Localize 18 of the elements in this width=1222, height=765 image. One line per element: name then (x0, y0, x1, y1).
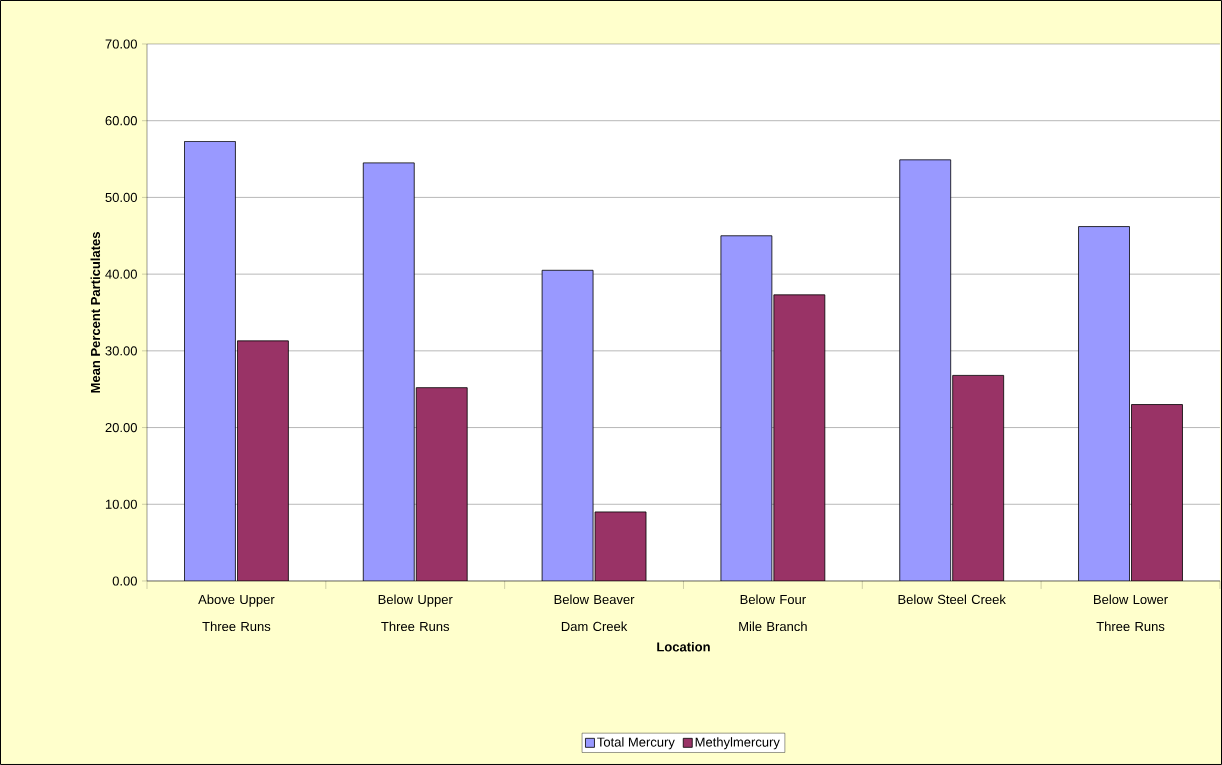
legend-label: Total Mercury (597, 737, 675, 750)
category-label: Below Beaver Dam Creek (554, 594, 635, 632)
y-tick-label: 40.00 (105, 269, 137, 279)
x-axis-title: Location (657, 641, 710, 652)
legend-label: Methylmercury (695, 737, 780, 750)
y-tick-label: 60.00 (105, 116, 137, 126)
x-tick-label: Below Steel Creek (898, 594, 1006, 605)
y-axis-title: Mean Percent Particulates (90, 232, 101, 393)
x-tick-label: Above Upper Three Runs (198, 594, 275, 632)
y-tick-label: 50.00 (105, 192, 137, 203)
y-tick-label: 30.00 (105, 346, 137, 356)
category-label: Below Lower Three Runs (1094, 594, 1168, 632)
y-tick-label: 70.00 (105, 39, 137, 49)
y-tick-label: 10.00 (105, 499, 137, 509)
y-tick-label: 20.00 (105, 422, 137, 433)
y-tick-label: 0.00 (112, 576, 137, 586)
category-label: Below Four Mile Branch (739, 594, 807, 632)
x-tick-label: Below Upper Three Runs (378, 594, 453, 632)
